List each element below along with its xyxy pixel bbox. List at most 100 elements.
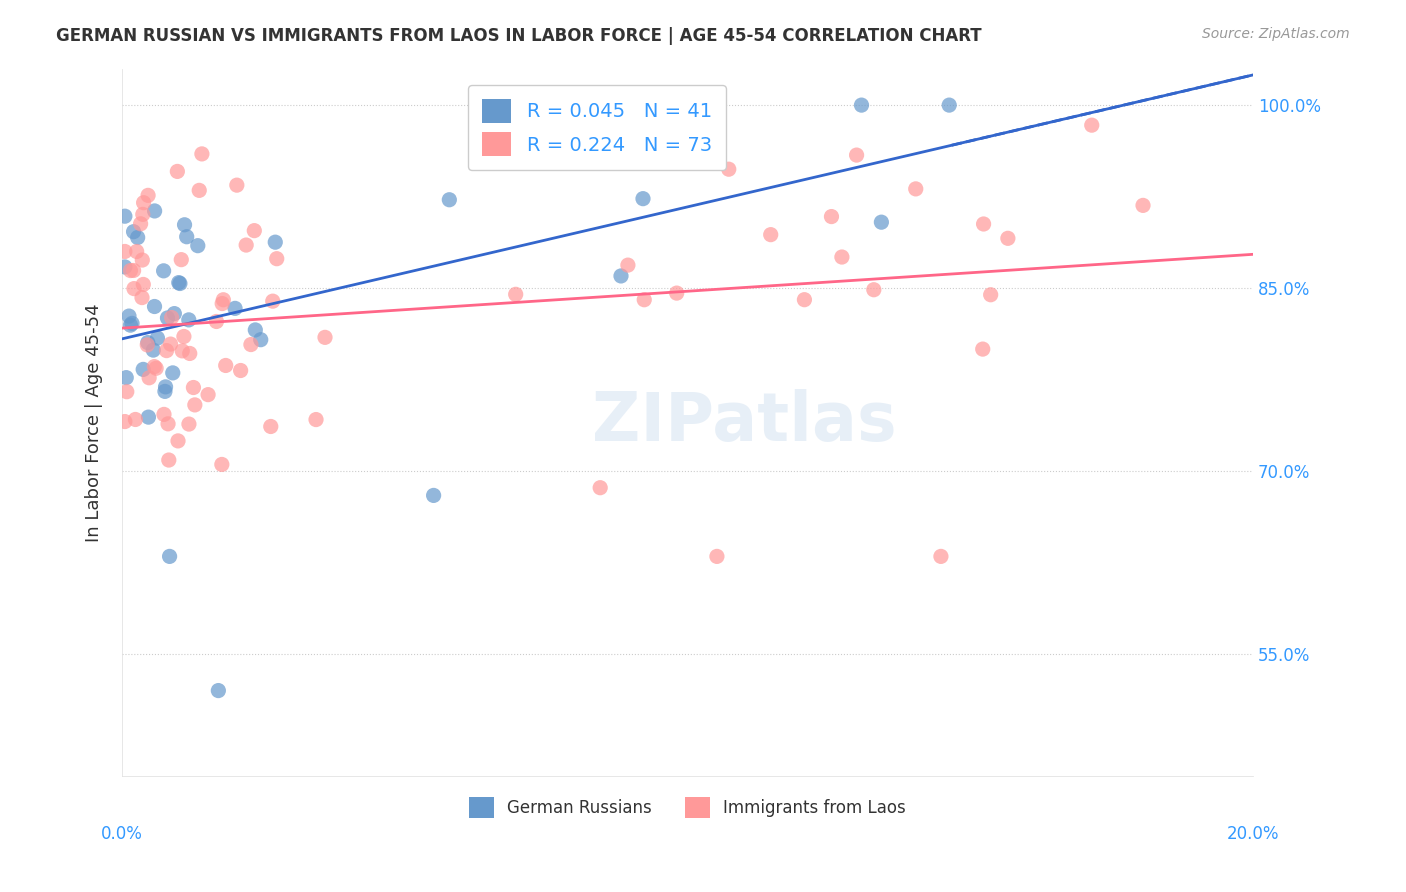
Text: Source: ZipAtlas.com: Source: ZipAtlas.com <box>1202 27 1350 41</box>
Immigrants from Laos <box>132 195 155 210</box>
German Russians <box>439 193 461 207</box>
German Russians <box>264 235 287 250</box>
German Russians <box>153 384 176 399</box>
Immigrants from Laos <box>122 282 145 296</box>
Immigrants from Laos <box>831 250 853 264</box>
German Russians <box>138 410 160 425</box>
Immigrants from Laos <box>167 434 190 448</box>
Immigrants from Laos <box>160 310 183 325</box>
German Russians <box>143 203 166 218</box>
Immigrants from Laos <box>243 224 266 238</box>
German Russians <box>173 218 195 232</box>
Immigrants from Laos <box>125 244 148 259</box>
German Russians <box>159 549 181 564</box>
Immigrants from Laos <box>997 231 1019 245</box>
German Russians <box>127 230 149 244</box>
Text: 20.0%: 20.0% <box>1226 825 1279 843</box>
Legend: German Russians, Immigrants from Laos: German Russians, Immigrants from Laos <box>463 790 912 824</box>
German Russians <box>163 307 186 321</box>
Immigrants from Laos <box>212 293 235 307</box>
German Russians <box>699 98 721 112</box>
Immigrants from Laos <box>305 412 328 426</box>
Immigrants from Laos <box>114 415 136 429</box>
Text: 0.0%: 0.0% <box>101 825 143 843</box>
Immigrants from Laos <box>706 549 728 564</box>
Immigrants from Laos <box>589 481 612 495</box>
Immigrants from Laos <box>260 419 283 434</box>
German Russians <box>122 225 145 239</box>
Immigrants from Laos <box>225 178 247 193</box>
German Russians <box>422 488 444 502</box>
Immigrants from Laos <box>173 329 195 343</box>
Immigrants from Laos <box>166 164 188 178</box>
German Russians <box>187 238 209 252</box>
German Russians <box>176 229 198 244</box>
Immigrants from Laos <box>505 287 527 301</box>
German Russians <box>610 268 633 283</box>
Immigrants from Laos <box>820 210 842 224</box>
Immigrants from Laos <box>862 283 884 297</box>
Immigrants from Laos <box>215 359 238 373</box>
Immigrants from Laos <box>266 252 288 266</box>
Immigrants from Laos <box>172 343 194 358</box>
Text: ZIPatlas: ZIPatlas <box>592 389 896 455</box>
German Russians <box>152 264 174 278</box>
Immigrants from Laos <box>183 380 205 394</box>
Immigrants from Laos <box>143 359 166 374</box>
German Russians <box>155 380 177 394</box>
Immigrants from Laos <box>262 294 284 309</box>
German Russians <box>177 313 200 327</box>
Immigrants from Laos <box>132 207 155 221</box>
German Russians <box>136 335 159 350</box>
Immigrants from Laos <box>122 263 145 277</box>
Immigrants from Laos <box>239 337 262 351</box>
German Russians <box>115 370 138 384</box>
Immigrants from Laos <box>205 314 228 328</box>
Immigrants from Laos <box>184 398 207 412</box>
Immigrants from Laos <box>177 417 200 431</box>
Immigrants from Laos <box>131 253 153 268</box>
Immigrants from Laos <box>179 346 201 360</box>
German Russians <box>207 683 229 698</box>
Immigrants from Laos <box>717 162 740 177</box>
German Russians <box>118 309 141 323</box>
Immigrants from Laos <box>235 238 257 252</box>
Immigrants from Laos <box>793 293 815 307</box>
Immigrants from Laos <box>155 343 177 358</box>
Immigrants from Laos <box>170 252 193 267</box>
Y-axis label: In Labor Force | Age 45-54: In Labor Force | Age 45-54 <box>86 303 103 541</box>
German Russians <box>870 215 893 229</box>
Immigrants from Laos <box>153 408 176 422</box>
German Russians <box>169 277 191 291</box>
German Russians <box>245 323 267 337</box>
German Russians <box>851 98 873 112</box>
German Russians <box>142 343 165 357</box>
German Russians <box>114 260 136 274</box>
German Russians <box>143 300 166 314</box>
Immigrants from Laos <box>157 417 180 431</box>
German Russians <box>156 310 179 325</box>
German Russians <box>114 209 136 223</box>
Immigrants from Laos <box>904 182 927 196</box>
German Russians <box>249 333 271 347</box>
Immigrants from Laos <box>138 371 160 385</box>
Immigrants from Laos <box>131 291 153 305</box>
Immigrants from Laos <box>114 244 136 259</box>
Immigrants from Laos <box>973 217 995 231</box>
Immigrants from Laos <box>633 293 655 307</box>
Immigrants from Laos <box>617 258 640 272</box>
Immigrants from Laos <box>759 227 782 242</box>
Immigrants from Laos <box>124 412 146 426</box>
German Russians <box>167 276 190 290</box>
Immigrants from Laos <box>120 263 142 277</box>
Immigrants from Laos <box>157 453 180 467</box>
Immigrants from Laos <box>191 147 214 161</box>
German Russians <box>938 98 960 112</box>
German Russians <box>120 318 142 333</box>
German Russians <box>146 331 169 345</box>
Immigrants from Laos <box>972 342 994 356</box>
Text: GERMAN RUSSIAN VS IMMIGRANTS FROM LAOS IN LABOR FORCE | AGE 45-54 CORRELATION CH: GERMAN RUSSIAN VS IMMIGRANTS FROM LAOS I… <box>56 27 981 45</box>
Immigrants from Laos <box>1132 198 1154 212</box>
Immigrants from Laos <box>314 330 336 344</box>
Immigrants from Laos <box>980 287 1002 301</box>
